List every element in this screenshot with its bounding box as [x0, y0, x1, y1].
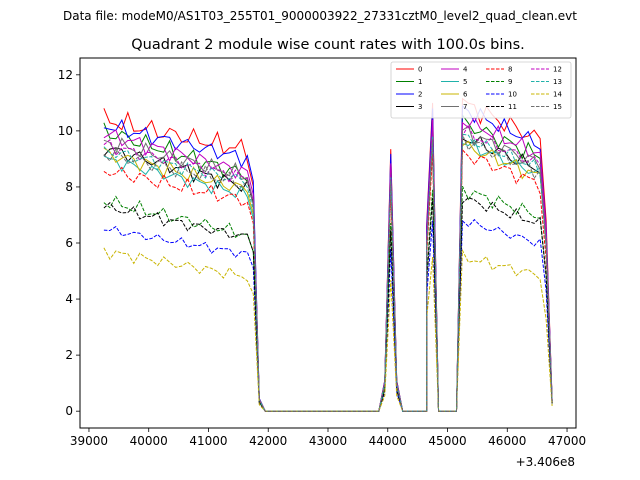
- x-tick-label: 39000: [70, 434, 108, 448]
- legend-label-6: 6: [463, 91, 468, 99]
- x-tick-label: 44000: [369, 434, 407, 448]
- legend-label-2: 2: [418, 91, 422, 99]
- axes: 39000 40000 41000 42000 43000 44000 45000 46000…: [58, 57, 586, 448]
- legend-label-13: 13: [553, 78, 562, 86]
- legend-box: [390, 61, 572, 119]
- legend-label-5: 5: [463, 78, 467, 86]
- series-line-9: [103, 185, 553, 412]
- x-tick-label: 41000: [189, 434, 227, 448]
- legend-label-8: 8: [508, 66, 512, 74]
- series-line-8: [103, 148, 553, 412]
- legend-label-1: 1: [418, 78, 422, 86]
- y-tick-label: 6: [65, 236, 73, 250]
- legend-label-9: 9: [508, 78, 512, 86]
- legend-label-11: 11: [508, 103, 517, 111]
- y-tick-label: 8: [65, 180, 73, 194]
- legend-label-14: 14: [553, 91, 562, 99]
- series-line-12: [103, 124, 553, 412]
- legend-label-10: 10: [508, 91, 517, 99]
- series-line-15: [103, 134, 553, 412]
- x-tick-label: 43000: [309, 434, 347, 448]
- legend-label-0: 0: [418, 66, 422, 74]
- y-tick-label: 4: [65, 292, 73, 306]
- series-line-4: [103, 116, 553, 412]
- x-tick-label: 46000: [488, 434, 526, 448]
- x-offset-label: +3.406e8: [516, 455, 575, 469]
- suptitle: Data file: modeM0/AS1T03_255T01_90000039…: [63, 9, 577, 23]
- y-tick-label: 10: [58, 124, 73, 138]
- legend-label-3: 3: [418, 103, 422, 111]
- legend-label-4: 4: [463, 66, 468, 74]
- chart-title: Quadrant 2 module wise count rates with …: [131, 37, 525, 53]
- series-line-5: [103, 138, 553, 412]
- y-tick-label: 12: [58, 68, 73, 82]
- plot-area: [103, 97, 553, 412]
- y-tick-label: 0: [65, 404, 73, 418]
- x-tick-label: 45000: [428, 434, 466, 448]
- x-tick-label: 42000: [249, 434, 287, 448]
- series-line-10: [103, 218, 553, 412]
- x-tick-label: 40000: [130, 434, 168, 448]
- series-line-6: [103, 140, 553, 412]
- series-line-14: [103, 247, 553, 412]
- legend-label-12: 12: [553, 66, 562, 74]
- legend-label-15: 15: [553, 103, 562, 111]
- series-line-11: [103, 197, 553, 412]
- y-tick-label: 2: [65, 348, 73, 362]
- legend-label-7: 7: [463, 103, 467, 111]
- series-line-3: [103, 135, 553, 412]
- x-tick-label: 47000: [548, 434, 586, 448]
